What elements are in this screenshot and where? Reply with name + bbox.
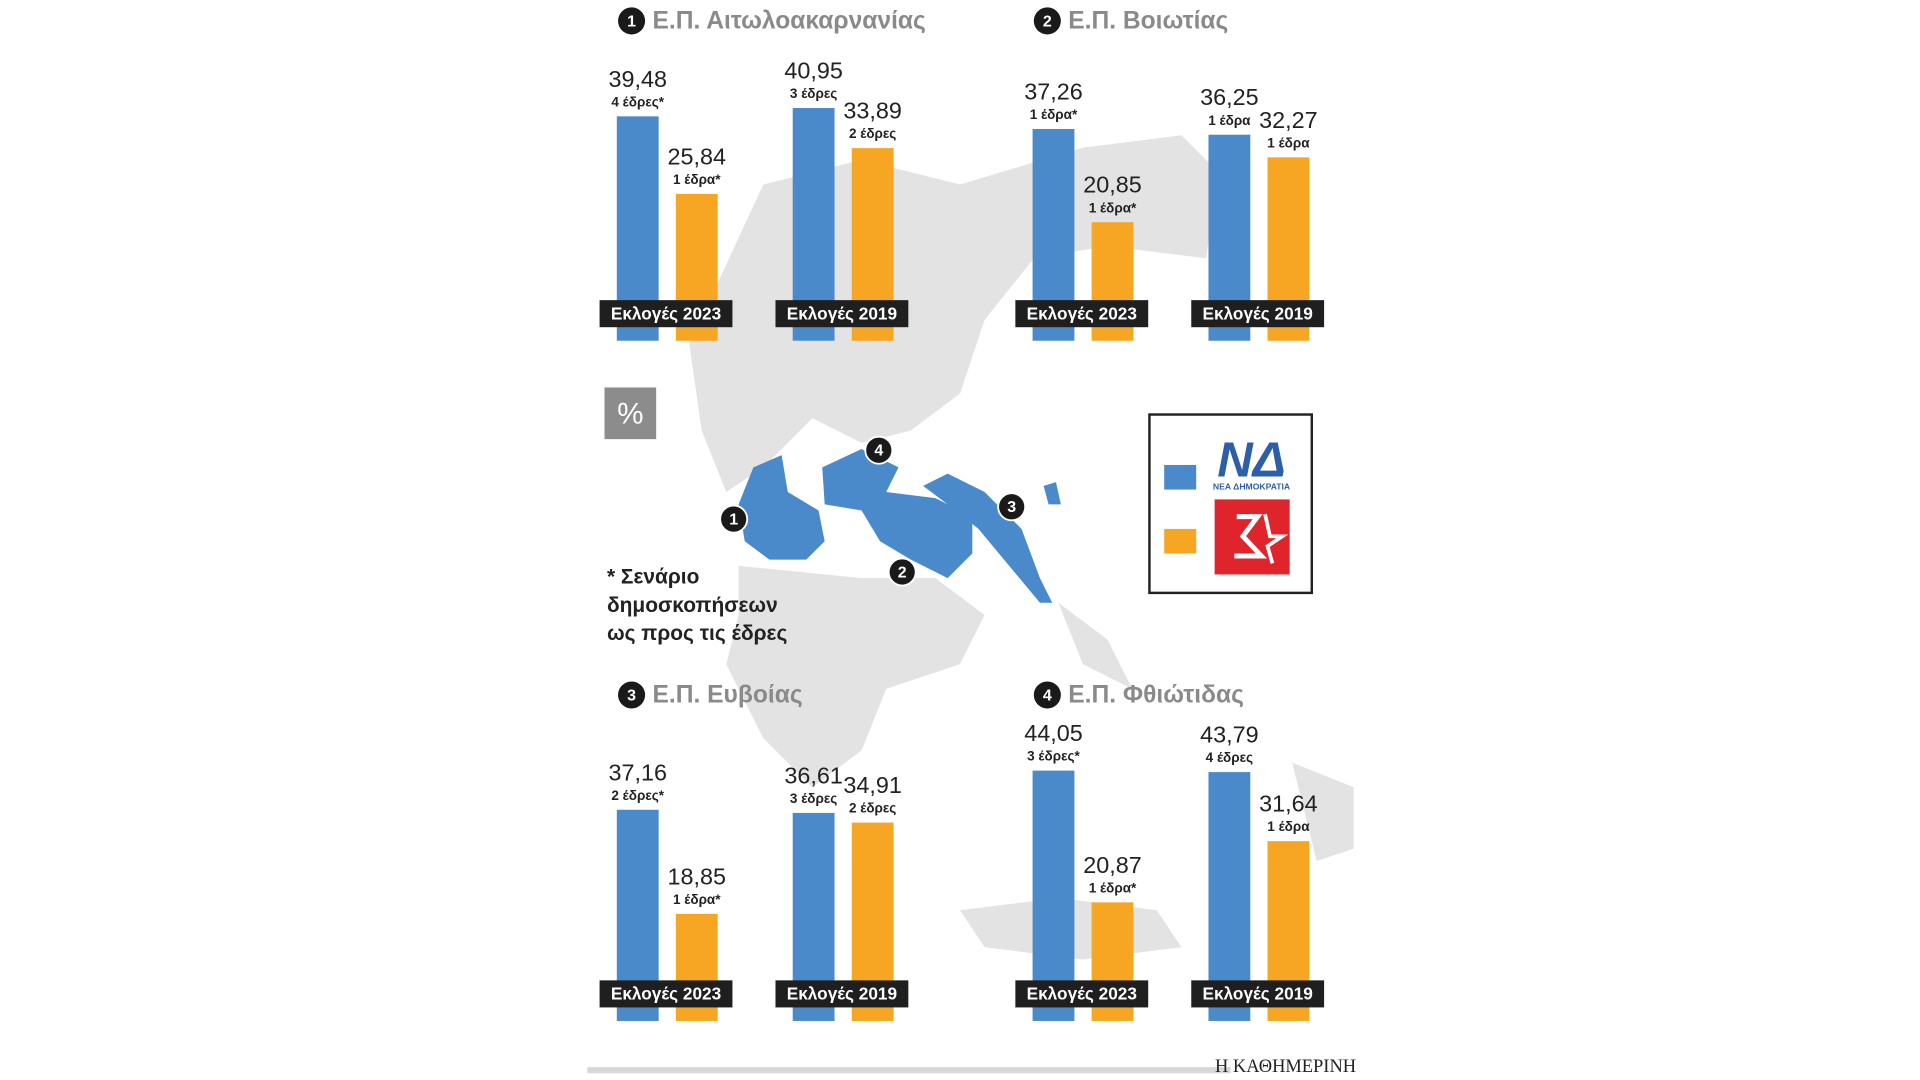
chart-badge (618, 681, 646, 709)
syriza-star (1263, 513, 1289, 564)
map-region (822, 448, 973, 579)
map-badges: 1 2 3 4 (719, 435, 1027, 587)
map-region (738, 455, 825, 560)
seat-label: 1 έδρα (1267, 135, 1310, 150)
legend-swatch (1164, 464, 1197, 490)
nd-caption: ΝΕΑ ΔΗΜΟΚΡΑΤΙΑ (1213, 481, 1290, 491)
legend: ΝΔ ΝΕΑ ΔΗΜΟΚΡΑΤΙΑ (1148, 413, 1314, 595)
chart-badge-number: 4 (1043, 687, 1052, 704)
seat-label: 4 έδρες (1206, 750, 1253, 765)
value-label: 31,64 (1259, 791, 1317, 817)
category-label: Εκλογές 2019 (1202, 303, 1312, 323)
map-land (1058, 602, 1133, 689)
category-label: Εκλογές 2019 (787, 303, 897, 323)
map-regions (738, 448, 1061, 603)
value-label: 33,89 (843, 98, 901, 124)
value-label: 37,26 (1024, 78, 1082, 104)
value-label: 20,87 (1083, 852, 1141, 878)
nd-logo: ΝΔ (1217, 433, 1286, 488)
value-label: 36,61 (784, 762, 842, 788)
seat-label: 2 έδρες (849, 801, 896, 816)
chart-badge (1033, 681, 1061, 709)
value-label: 34,91 (843, 772, 901, 798)
value-label: 37,16 (608, 759, 666, 785)
footnote-line: * Σενάριο (607, 566, 699, 589)
map-region (1043, 482, 1061, 505)
value-label: 44,05 (1024, 720, 1082, 746)
map-badge (719, 504, 749, 534)
value-label: 18,85 (668, 863, 726, 889)
map-badge-number: 3 (1007, 499, 1016, 516)
syriza-mark (1234, 514, 1268, 559)
seat-label: 3 έδρες* (1027, 749, 1080, 764)
map-land (1292, 762, 1354, 862)
chart-badge-number: 1 (627, 13, 636, 30)
category-band (1191, 980, 1325, 1008)
category-band (775, 300, 909, 328)
category-label: Εκλογές 2023 (1027, 984, 1137, 1004)
footnote-line: δημοσκοπήσεων (607, 594, 778, 617)
value-label: 40,95 (784, 58, 842, 84)
value-label: 20,85 (1083, 172, 1141, 198)
chart-title: Ε.Π. Φθιώτιδας (1068, 682, 1244, 709)
unit-badge-box (604, 387, 657, 440)
bar (1032, 770, 1075, 1021)
value-label: 25,84 (668, 143, 726, 169)
category-label: Εκλογές 2019 (1202, 984, 1312, 1004)
category-label: Εκλογές 2019 (787, 984, 897, 1004)
seat-label: 1 έδρα* (1089, 200, 1137, 215)
chart-title: Ε.Π. Βοιωτίας (1068, 8, 1228, 35)
map-land (726, 565, 985, 788)
chart-badge-number: 3 (627, 687, 636, 704)
seat-label: 1 έδρα (1267, 819, 1310, 834)
footnote: * Σενάριο δημοσκοπήσεων ως προς τις έδρες (607, 566, 788, 646)
category-band (1015, 980, 1149, 1008)
value-label: 39,48 (608, 66, 666, 92)
map-badge-number: 4 (874, 443, 883, 460)
unit-badge: % (617, 398, 643, 431)
seat-label: 4 έδρες* (611, 94, 664, 109)
map-badge (864, 435, 894, 465)
category-band (1191, 300, 1325, 328)
category-label: Εκλογές 2023 (611, 984, 721, 1004)
seat-label: 2 έδρες (849, 126, 896, 141)
value-label: 43,79 (1200, 722, 1258, 748)
category-band (1015, 300, 1149, 328)
value-label: 36,25 (1200, 84, 1258, 110)
seat-label: 1 έδρα* (1030, 107, 1078, 122)
chart-badge (618, 7, 646, 35)
charts: 1 Ε.Π. Αιτωλοακαρνανίας 39,48 4 έδρες* 25,84… (599, 7, 1325, 1021)
chart-title: Ε.Π. Αιτωλοακαρνανίας (652, 8, 925, 35)
seat-label: 1 έδρα* (673, 172, 721, 187)
source: Η ΚΑΘΗΜΕΡΙΝΗ (1215, 1056, 1356, 1076)
seat-label: 1 έδρα (1208, 113, 1251, 128)
seat-label: 1 έδρα* (673, 892, 721, 907)
value-label: 32,27 (1259, 107, 1317, 133)
category-label: Εκλογές 2023 (1027, 303, 1137, 323)
bar (1208, 772, 1251, 1021)
map-badge-number: 2 (898, 564, 907, 581)
category-band (599, 980, 733, 1008)
map-badge (997, 492, 1027, 522)
chart-badge-number: 2 (1043, 13, 1052, 30)
map-region (923, 473, 1053, 603)
legend-swatch (1164, 528, 1197, 554)
category-band (599, 300, 733, 328)
seat-label: 3 έδρες (790, 86, 837, 101)
footnote-line: ως προς τις έδρες (607, 622, 788, 645)
seat-label: 2 έδρες* (611, 788, 664, 803)
seat-label: 1 έδρα* (1089, 880, 1137, 895)
chart-badge (1033, 7, 1061, 35)
map-badge-number: 1 (729, 512, 738, 529)
category-band (775, 980, 909, 1008)
chart-title: Ε.Π. Ευβοίας (652, 682, 802, 709)
category-label: Εκλογές 2023 (611, 303, 721, 323)
seat-label: 3 έδρες (790, 791, 837, 806)
map-badge (887, 557, 917, 587)
